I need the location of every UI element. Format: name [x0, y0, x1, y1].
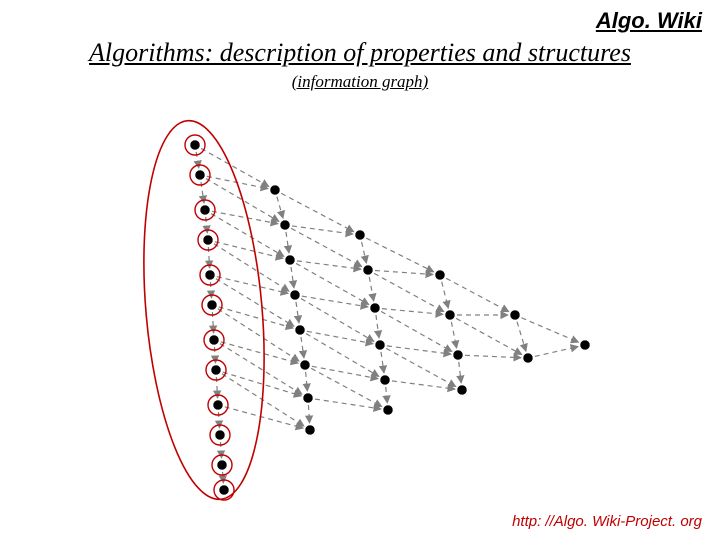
graph-node [523, 353, 533, 363]
graph-edge [381, 311, 452, 351]
graph-edge [217, 277, 288, 294]
graph-node [200, 205, 210, 215]
graph-edge [306, 372, 308, 391]
graph-edge [392, 381, 455, 389]
graph-node [211, 365, 221, 375]
graph-node [207, 300, 217, 310]
graph-edge [362, 242, 367, 263]
graph-edge [376, 315, 379, 338]
graph-edge [535, 347, 578, 357]
graph-node [195, 170, 205, 180]
graph-edge [374, 273, 444, 311]
graph-edge [386, 348, 456, 386]
graph-edge [296, 302, 299, 323]
graph-edge [517, 322, 526, 352]
graph-node [580, 340, 590, 350]
graph-edge [218, 309, 299, 361]
graph-edge [312, 366, 378, 378]
graph-edge [215, 242, 283, 259]
graph-node [219, 485, 229, 495]
graph-edge [311, 368, 382, 406]
graph-edges [196, 148, 578, 483]
graph-edge [369, 277, 373, 301]
page-subtitle: (information graph) [0, 72, 720, 92]
graph-node [305, 425, 315, 435]
graph-edge [308, 405, 309, 423]
graph-edge [306, 334, 379, 377]
graph-edge [301, 337, 304, 358]
graph-edge [223, 372, 302, 396]
graph-node [209, 335, 219, 345]
graph-edge [442, 282, 449, 308]
graph-node [203, 235, 213, 245]
graph-edge [521, 318, 578, 342]
graph-node [285, 255, 295, 265]
graph-edge [292, 226, 353, 234]
graph-node [375, 340, 385, 350]
graph-edge [451, 322, 456, 348]
graph-edge [277, 197, 283, 219]
graph-node [280, 220, 290, 230]
graph-edge [223, 472, 224, 483]
graph-node [370, 303, 380, 313]
graph-edge [291, 267, 294, 288]
graph-edge [459, 362, 461, 383]
graph-node [217, 460, 227, 470]
graph-node [445, 310, 455, 320]
logo: Algo. Wiki [596, 8, 702, 34]
graph-node [190, 140, 200, 150]
graph-node [355, 230, 365, 240]
graph-node [270, 185, 280, 195]
graph-edge [386, 387, 388, 403]
graph-node [457, 385, 467, 395]
information-graph [100, 110, 620, 510]
graph-edge [296, 263, 369, 304]
graph-node [300, 360, 310, 370]
graph-edge [301, 299, 374, 342]
graph-node [295, 325, 305, 335]
graph-nodes [185, 135, 590, 500]
graph-edge [382, 309, 443, 315]
graph-node [383, 405, 393, 415]
graph-edge [307, 331, 373, 343]
graph-edge [297, 261, 361, 269]
graph-edge [201, 148, 269, 186]
graph-node [303, 393, 313, 403]
graph-node [453, 350, 463, 360]
graph-edge [387, 346, 451, 354]
graph-node [363, 265, 373, 275]
graph-node [213, 400, 223, 410]
footer-url: http: //Algo. Wiki-Project. org [512, 513, 702, 530]
graph-edge [219, 307, 294, 328]
graph-node [205, 270, 215, 280]
graph-node [510, 310, 520, 320]
graph-edge [220, 344, 302, 395]
graph-edge [366, 238, 433, 272]
graph-edge [465, 355, 521, 357]
graph-edge [456, 318, 522, 354]
graph-node [215, 430, 225, 440]
graph-node [435, 270, 445, 280]
graph-edge [381, 352, 384, 373]
graph-edge [315, 399, 381, 409]
graph-edge [446, 278, 509, 311]
graph-edge [286, 232, 289, 253]
graph-node [290, 290, 300, 300]
page-title: Algorithms: description of properties an… [0, 38, 720, 68]
graph-edge [375, 270, 433, 274]
graph-edge [212, 211, 278, 223]
graph-node [380, 375, 390, 385]
